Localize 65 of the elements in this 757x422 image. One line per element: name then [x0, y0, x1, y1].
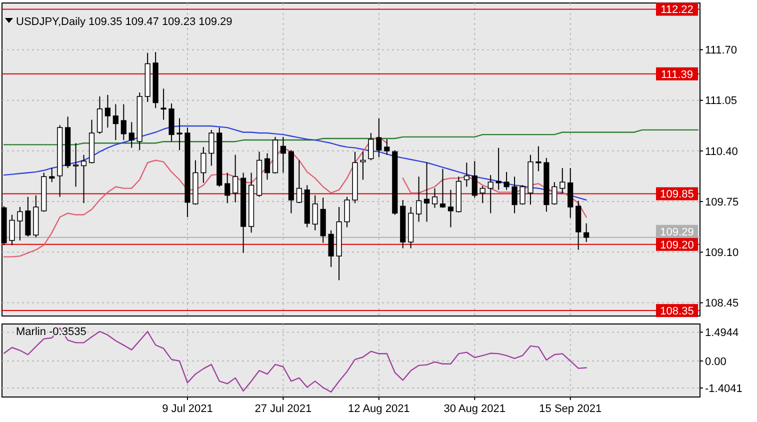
candlestick — [49, 168, 55, 183]
candlestick — [104, 94, 110, 128]
candlestick — [96, 96, 103, 134]
candlestick — [208, 129, 214, 166]
candlestick — [112, 104, 118, 141]
candlestick — [160, 88, 166, 120]
candlestick — [520, 184, 526, 206]
candlestick — [424, 162, 430, 222]
candlestick — [296, 160, 302, 204]
candlestick — [440, 168, 446, 208]
candlestick — [584, 222, 590, 243]
ref-line-label: 111.39 — [660, 68, 694, 81]
candlestick — [360, 151, 366, 180]
candlestick — [464, 162, 470, 188]
y-tick-label: 109.10 — [705, 247, 739, 260]
candlestick — [384, 138, 390, 156]
candlestick — [9, 214, 15, 246]
candlestick — [432, 188, 438, 208]
candlestick — [488, 174, 494, 214]
candlestick — [224, 172, 230, 204]
line-series — [3, 327, 587, 393]
candlestick — [73, 142, 79, 188]
candlestick — [264, 152, 270, 180]
candlestick — [280, 136, 286, 174]
x-tick-label: 9 Jul 2021 — [162, 403, 213, 415]
candlestick — [504, 171, 510, 190]
y-tick-label: 0.00 — [705, 356, 726, 368]
candlestick — [480, 185, 486, 204]
ref-line-label: 109.85 — [660, 188, 694, 201]
candlestick — [416, 176, 422, 222]
candlestick — [80, 154, 87, 204]
candlestick — [536, 146, 542, 172]
candlestick — [552, 182, 558, 206]
candlestick — [560, 168, 566, 194]
candlestick — [176, 118, 182, 151]
candlestick — [344, 196, 350, 228]
y-tick-label: 1.4944 — [705, 327, 739, 340]
candlestick — [512, 176, 518, 214]
candlestick — [472, 160, 478, 198]
x-tick-label: 27 Jul 2021 — [254, 403, 312, 415]
candlestick — [448, 189, 454, 228]
candlestick — [17, 206, 23, 241]
y-tick-label: -1.4041 — [705, 382, 742, 395]
candlestick — [328, 230, 334, 268]
ref-line-label: 109.20 — [660, 239, 694, 252]
text: USDJPY,Daily 109.35 109.47 109.23 109.29 — [16, 16, 232, 28]
y-tick-label: 108.45 — [705, 298, 739, 310]
y-tick-label: 111.05 — [705, 95, 738, 108]
x-tick-label: 30 Aug 2021 — [444, 403, 506, 415]
x-tick-label: 15 Sep 2021 — [539, 403, 602, 415]
y-tick-label: 109.75 — [705, 196, 739, 208]
ref-line-label: 112.22 — [660, 4, 694, 16]
candlestick — [232, 154, 238, 203]
candlestick — [200, 146, 206, 184]
x-tick-label: 12 Aug 2021 — [348, 403, 410, 415]
candlestick — [376, 118, 382, 158]
y-tick-label: 111.70 — [705, 44, 738, 57]
candlestick — [120, 104, 126, 141]
candlestick — [368, 132, 374, 161]
ref-line-label: 108.35 — [660, 306, 694, 318]
y-tick-label: 110.40 — [705, 146, 738, 158]
ref-line-label: 109.29 — [660, 226, 694, 238]
candlestick — [496, 147, 502, 190]
candlestick — [312, 194, 318, 231]
candlestick — [128, 122, 134, 148]
